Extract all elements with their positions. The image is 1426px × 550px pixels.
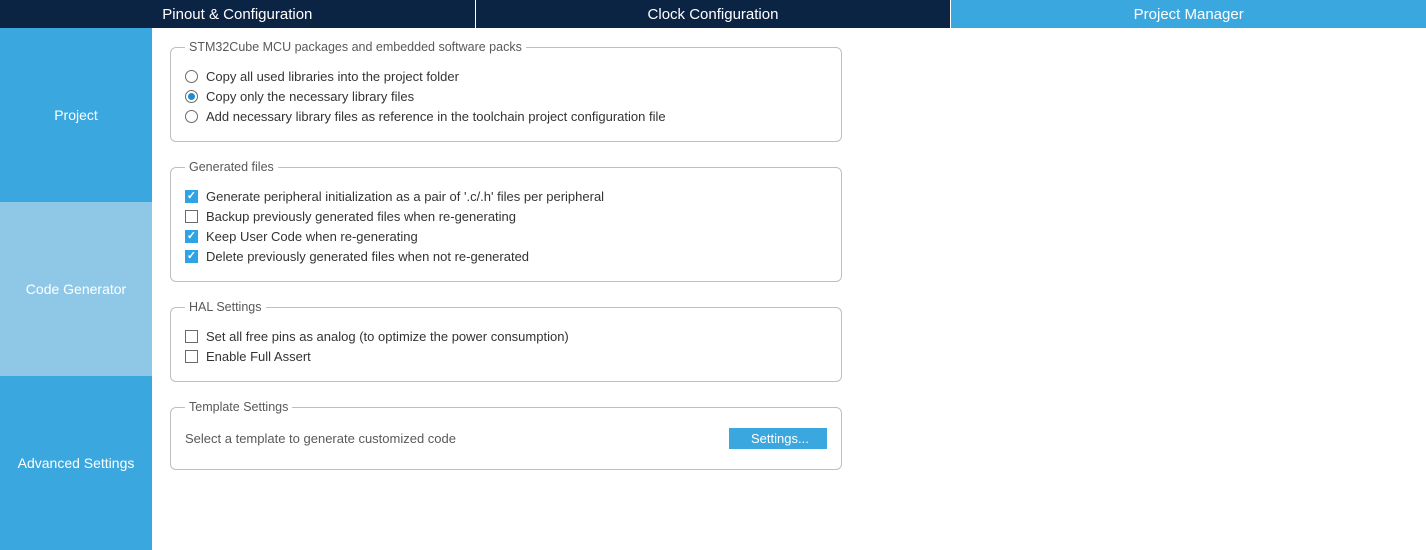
option-free-pins-analog[interactable]: Set all free pins as analog (to optimize… [185,329,827,344]
option-label: Keep User Code when re-generating [206,229,418,244]
tab-label: Project Manager [1134,6,1244,23]
checkbox-icon[interactable] [185,350,198,363]
group-legend: HAL Settings [185,300,266,314]
tab-label: Clock Configuration [648,6,779,23]
option-generate-pair[interactable]: Generate peripheral initialization as a … [185,189,827,204]
option-label: Backup previously generated files when r… [206,209,516,224]
group-packages: STM32Cube MCU packages and embedded soft… [170,40,842,142]
checkbox-icon[interactable] [185,330,198,343]
checkbox-icon[interactable] [185,250,198,263]
option-delete-previous[interactable]: Delete previously generated files when n… [185,249,827,264]
group-generated-files: Generated files Generate peripheral init… [170,160,842,282]
option-copy-necessary[interactable]: Copy only the necessary library files [185,89,827,104]
template-row: Select a template to generate customized… [185,424,827,457]
option-label: Add necessary library files as reference… [206,109,666,124]
checkbox-icon[interactable] [185,230,198,243]
tab-clock-configuration[interactable]: Clock Configuration [476,0,952,28]
template-text: Select a template to generate customized… [185,431,456,446]
side-tabs: Project Code Generator Advanced Settings [0,28,152,550]
settings-button[interactable]: Settings... [729,428,827,449]
radio-icon[interactable] [185,110,198,123]
option-label: Copy only the necessary library files [206,89,414,104]
side-tab-label: Advanced Settings [18,455,135,471]
option-backup[interactable]: Backup previously generated files when r… [185,209,827,224]
group-legend: Generated files [185,160,278,174]
side-tab-advanced-settings[interactable]: Advanced Settings [0,376,152,550]
side-tab-label: Code Generator [26,281,126,297]
radio-icon[interactable] [185,90,198,103]
option-copy-all[interactable]: Copy all used libraries into the project… [185,69,827,84]
main-area: Project Code Generator Advanced Settings… [0,28,1426,550]
checkbox-icon[interactable] [185,210,198,223]
content-panel: STM32Cube MCU packages and embedded soft… [152,28,1426,550]
option-label: Enable Full Assert [206,349,311,364]
group-hal-settings: HAL Settings Set all free pins as analog… [170,300,842,382]
side-tab-code-generator[interactable]: Code Generator [0,202,152,376]
option-label: Copy all used libraries into the project… [206,69,459,84]
tab-pinout-configuration[interactable]: Pinout & Configuration [0,0,476,28]
group-legend: Template Settings [185,400,292,414]
option-label: Set all free pins as analog (to optimize… [206,329,569,344]
option-label: Delete previously generated files when n… [206,249,529,264]
group-template-settings: Template Settings Select a template to g… [170,400,842,470]
option-enable-full-assert[interactable]: Enable Full Assert [185,349,827,364]
option-label: Generate peripheral initialization as a … [206,189,604,204]
side-tab-project[interactable]: Project [0,28,152,202]
tab-project-manager[interactable]: Project Manager [951,0,1426,28]
option-keep-user-code[interactable]: Keep User Code when re-generating [185,229,827,244]
option-add-reference[interactable]: Add necessary library files as reference… [185,109,827,124]
group-legend: STM32Cube MCU packages and embedded soft… [185,40,526,54]
top-tabs: Pinout & Configuration Clock Configurati… [0,0,1426,28]
tab-label: Pinout & Configuration [162,6,312,23]
radio-icon[interactable] [185,70,198,83]
checkbox-icon[interactable] [185,190,198,203]
side-tab-label: Project [54,107,98,123]
